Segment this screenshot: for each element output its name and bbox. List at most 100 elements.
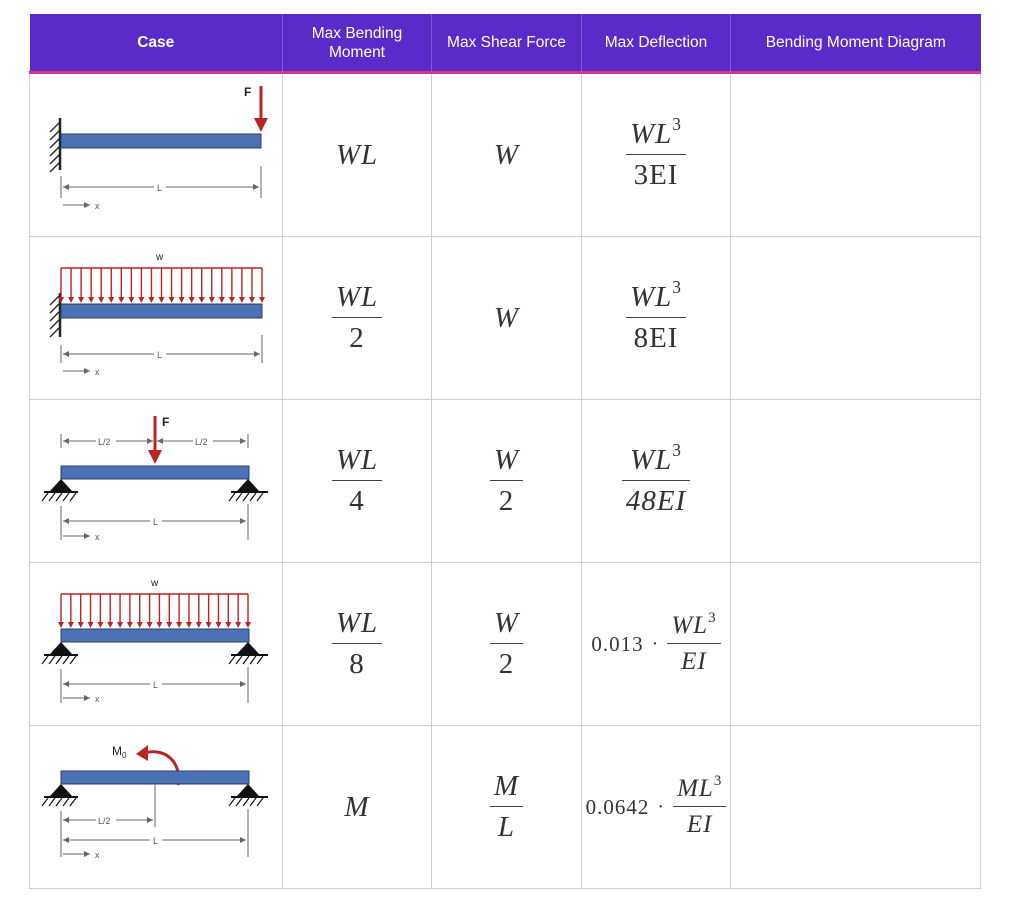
moment-formula: WL 8 bbox=[331, 606, 383, 682]
distributed-load-arrowhead bbox=[126, 622, 133, 628]
max-deflection-cell: WL3 48EI bbox=[581, 399, 731, 563]
header-max-shear-force: Max Shear Force bbox=[431, 14, 582, 74]
bending-moment-diagram-cell bbox=[730, 399, 981, 563]
moment-denominator: 4 bbox=[349, 485, 365, 518]
max-bending-moment-cell: WL 8 bbox=[282, 562, 432, 726]
deflection-coefficient: 0.013 bbox=[591, 631, 644, 656]
beam bbox=[60, 465, 250, 480]
case-diagram-cell: w bbox=[29, 562, 283, 726]
distributed-load-arrowhead bbox=[215, 622, 222, 628]
deflection-formula: WL3 8EI bbox=[626, 278, 686, 356]
header-case: Case bbox=[29, 14, 283, 74]
fixed-support-hatch bbox=[49, 294, 61, 338]
max-bending-moment-cell: M bbox=[282, 725, 432, 889]
force-label: F bbox=[162, 415, 169, 429]
shear-numerator: M bbox=[493, 769, 520, 802]
deflection-formula: 0.0642 · ML3 EI bbox=[586, 773, 727, 838]
deflection-denominator: 3EI bbox=[633, 159, 679, 192]
max-bending-moment-cell: WL bbox=[282, 72, 432, 237]
case-diagram-cell: L/2 L/2 F bbox=[29, 399, 283, 563]
beam-formula-table: Case Max Bending Moment Max Shear Force … bbox=[29, 14, 981, 889]
moment-formula: WL bbox=[336, 139, 378, 171]
distributed-load-arrowhead bbox=[178, 297, 185, 303]
max-deflection-cell: 0.013 · WL3 EI bbox=[581, 562, 731, 726]
max-shear-force-cell: W 2 bbox=[431, 562, 582, 726]
deflection-formula: WL3 48EI bbox=[621, 441, 691, 519]
distributed-load-arrowhead bbox=[146, 622, 153, 628]
max-shear-force-cell: W bbox=[431, 72, 582, 237]
fixed-support-hatch bbox=[49, 121, 61, 173]
length-label: L bbox=[157, 183, 162, 193]
max-shear-force-cell: W 2 bbox=[431, 399, 582, 563]
deflection-formula: 0.013 · WL3 EI bbox=[591, 610, 721, 675]
cantilever-udl-diagram: w L x bbox=[49, 252, 265, 377]
table-row: w bbox=[29, 562, 981, 726]
distributed-load-label: w bbox=[155, 252, 164, 263]
distributed-load-arrowhead bbox=[188, 297, 195, 303]
distributed-load-arrowhead bbox=[148, 297, 155, 303]
distributed-load-arrowhead bbox=[168, 297, 175, 303]
bending-moment-diagram-cell bbox=[730, 562, 981, 726]
max-deflection-cell: WL3 8EI bbox=[581, 236, 731, 400]
distributed-load-arrowhead bbox=[98, 297, 105, 303]
moment-numerator: M bbox=[344, 790, 370, 823]
max-shear-force-cell: W bbox=[431, 236, 582, 400]
deflection-numerator: WL bbox=[671, 611, 709, 639]
simply-supported-moment-diagram: M0 bbox=[41, 744, 268, 860]
moment-denominator: 2 bbox=[349, 322, 365, 355]
simply-supported-udl-diagram: w bbox=[41, 578, 268, 704]
x-label: x bbox=[95, 532, 100, 542]
pin-support-left bbox=[41, 479, 78, 502]
applied-moment-arrowhead bbox=[136, 745, 148, 761]
distributed-load-arrowhead bbox=[67, 622, 74, 628]
shear-formula: W bbox=[494, 139, 519, 171]
point-load-arrowhead bbox=[148, 450, 162, 464]
distributed-load-arrowhead bbox=[68, 297, 75, 303]
half-length-label: L/2 bbox=[98, 816, 111, 826]
distributed-load-arrowhead bbox=[108, 297, 115, 303]
length-label: L bbox=[153, 680, 158, 690]
distributed-load-arrowhead bbox=[208, 297, 215, 303]
pin-support-right bbox=[228, 784, 268, 807]
distributed-load-arrowhead bbox=[77, 622, 84, 628]
deflection-denominator: EI bbox=[681, 648, 707, 676]
length-label: L bbox=[153, 517, 158, 527]
shear-numerator: W bbox=[493, 606, 520, 639]
simply-supported-point-load-diagram: L/2 L/2 F bbox=[41, 415, 268, 542]
distributed-load-arrowhead bbox=[138, 297, 145, 303]
half-length-label-right: L/2 bbox=[195, 437, 208, 447]
multiply-dot: · bbox=[657, 795, 666, 818]
beam bbox=[60, 770, 250, 785]
shear-formula: W 2 bbox=[489, 606, 524, 682]
distributed-load-arrowhead bbox=[235, 622, 242, 628]
case-diagram-cell: w L x bbox=[29, 236, 283, 400]
deflection-denominator: EI bbox=[686, 811, 713, 839]
x-label: x bbox=[95, 694, 100, 704]
moment-formula: WL 4 bbox=[331, 444, 383, 519]
length-label: L bbox=[157, 350, 162, 360]
distributed-load-arrowhead bbox=[166, 622, 173, 628]
max-deflection-cell: WL3 3EI bbox=[581, 72, 731, 237]
moment-numerator: WL bbox=[335, 606, 379, 639]
moment-numerator: WL bbox=[335, 280, 379, 313]
distributed-load-arrowhead bbox=[238, 297, 245, 303]
deflection-denominator: 8EI bbox=[633, 322, 679, 355]
shear-numerator: W bbox=[493, 301, 520, 334]
deflection-formula: WL3 3EI bbox=[626, 115, 686, 193]
x-label: x bbox=[95, 850, 100, 860]
max-deflection-cell: 0.0642 · ML3 EI bbox=[581, 725, 731, 889]
deflection-exponent: 3 bbox=[672, 439, 682, 460]
shear-formula: W 2 bbox=[489, 444, 524, 519]
table-header: Case Max Bending Moment Max Shear Force … bbox=[29, 14, 981, 74]
distributed-load-arrowhead bbox=[248, 297, 255, 303]
case-diagram-cell: F L x bbox=[29, 72, 283, 237]
distributed-load-arrowhead bbox=[225, 622, 232, 628]
pin-support-right bbox=[228, 479, 268, 502]
distributed-load-arrowhead bbox=[107, 622, 114, 628]
x-label: x bbox=[95, 367, 100, 377]
distributed-load-arrowhead bbox=[58, 622, 64, 628]
deflection-exponent: 3 bbox=[672, 113, 682, 134]
x-label: x bbox=[95, 201, 100, 211]
pin-support-right bbox=[228, 642, 268, 665]
header-row: Case Max Bending Moment Max Shear Force … bbox=[29, 14, 981, 74]
